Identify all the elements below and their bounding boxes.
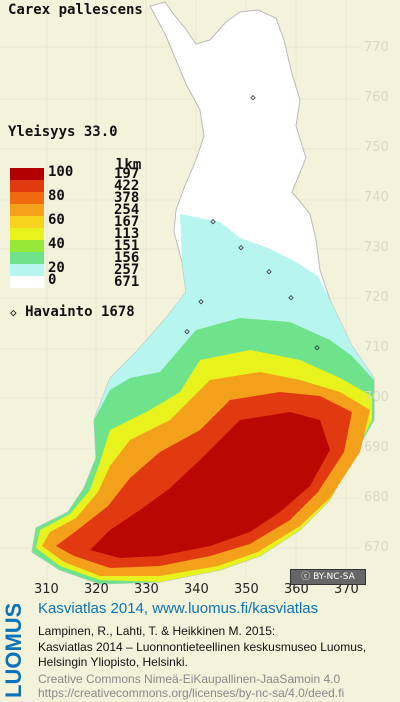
y-tick-label: 730 <box>364 240 389 255</box>
legend-swatch <box>10 168 44 180</box>
footer-headline: Kasviatlas 2014, www.luomus.fi/kasviatla… <box>38 600 319 617</box>
svg-text:LUOMUS: LUOMUS <box>2 604 26 698</box>
legend-swatch <box>10 216 44 228</box>
legend-percent-label: 100 <box>48 164 74 180</box>
legend-swatch <box>10 180 44 192</box>
license-line-1: Creative Commons Nimeä-EiKaupallinen-Jaa… <box>38 672 341 686</box>
license-badge-text: BY-NC-SA <box>313 572 355 582</box>
legend-percent-label: 0 <box>48 272 57 288</box>
observation-count: ◇ Havainto 1678 <box>10 304 135 320</box>
legend-count-label: 671 <box>114 274 140 290</box>
y-tick-label: 680 <box>364 490 389 505</box>
legend-count-header: lkm <box>116 157 142 173</box>
species-name: Carex pallescens <box>8 2 143 18</box>
legend-count-label: 113 <box>114 226 140 242</box>
legend-swatch <box>10 192 44 204</box>
citation-line-1: Lampinen, R., Lahti, T. & Heikkinen M. 2… <box>38 624 276 638</box>
legend-swatch <box>10 252 44 264</box>
yleisyys-value: 33.0 <box>83 124 118 140</box>
cc-icon: ⓒ <box>301 572 311 582</box>
y-tick-label: 760 <box>364 90 389 105</box>
legend-count-label: 156 <box>114 250 140 266</box>
luomus-logo-icon: LUOMUS <box>2 604 26 698</box>
license-line-2: https://creativecommons.org/licenses/by-… <box>38 686 345 700</box>
legend-count-label: 151 <box>114 238 140 254</box>
y-tick-label: 700 <box>364 390 389 405</box>
observation-label: Havainto <box>25 304 93 320</box>
legend-percent-label: 40 <box>48 236 65 252</box>
y-tick-label: 750 <box>364 140 389 155</box>
legend-count-label: 422 <box>114 178 140 194</box>
legend-swatch <box>10 240 44 252</box>
x-tick-label: 360 <box>284 582 309 597</box>
footer: LUOMUS <box>0 602 400 702</box>
license-badge: ⓒ BY-NC-SA <box>290 569 366 585</box>
x-tick-label: 330 <box>134 582 159 597</box>
y-tick-label: 710 <box>364 340 389 355</box>
citation-line-2: Kasviatlas 2014 – Luonnontieteellinen ke… <box>38 640 367 654</box>
legend-percent-label: 80 <box>48 188 65 204</box>
legend-swatch <box>10 204 44 216</box>
legend-percent-label: 60 <box>48 212 65 228</box>
y-tick-label: 770 <box>364 40 389 55</box>
yleisyys-label-text: Yleisyys <box>8 124 76 140</box>
yleisyys-label: Yleisyys 33.0 <box>8 124 118 140</box>
legend-count-label: 167 <box>114 214 140 230</box>
legend-count-label: 197 <box>114 166 140 182</box>
distribution-map <box>31 1 375 585</box>
legend-swatch <box>10 264 44 276</box>
x-tick-label: 350 <box>234 582 259 597</box>
legend-swatch <box>10 276 44 288</box>
observation-value: 1678 <box>100 304 135 320</box>
legend-percent-label: 20 <box>48 260 65 276</box>
y-tick-label: 720 <box>364 290 389 305</box>
legend-count-label: 257 <box>114 262 140 278</box>
legend-count-label: 254 <box>114 202 140 218</box>
y-tick-label: 740 <box>364 190 389 205</box>
observation-symbol-icon: ◇ <box>10 306 17 319</box>
x-tick-label: 320 <box>84 582 109 597</box>
legend-swatch <box>10 228 44 240</box>
y-tick-label: 670 <box>364 540 389 555</box>
citation-line-3: Helsingin Yliopisto, Helsinki. <box>38 655 188 669</box>
x-tick-label: 370 <box>334 582 359 597</box>
x-tick-label: 340 <box>184 582 209 597</box>
legend: 100 197 422 80 378 254 60 167 113 40 151 156 20 257 0 6… <box>0 0 200 300</box>
y-tick-label: 690 <box>364 440 389 455</box>
x-tick-label: 310 <box>34 582 59 597</box>
legend-count-label: 378 <box>114 190 140 206</box>
